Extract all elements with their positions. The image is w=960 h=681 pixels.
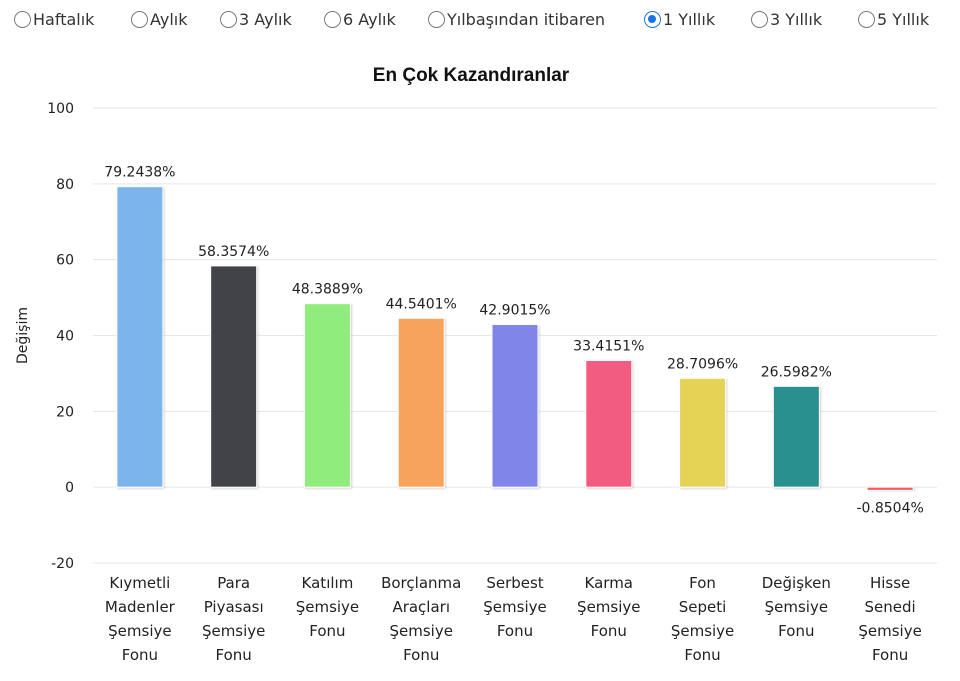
y-tick-label: 60 (56, 253, 74, 269)
x-category-label-line: Hisse (870, 574, 910, 592)
y-tick-label: -20 (51, 556, 74, 572)
period-option-3-years[interactable]: 3 Yıllık (751, 10, 822, 29)
x-category-label-line: Fonu (684, 646, 720, 664)
x-category-label-line: Madenler (105, 598, 176, 616)
period-option-label: 1 Yıllık (663, 10, 716, 29)
radio-circle-icon[interactable] (220, 11, 237, 28)
x-category-label-line: Şemsiye (389, 622, 452, 640)
x-category-label-line: Serbest (486, 574, 543, 592)
data-label: 42.9015% (479, 302, 550, 318)
x-category-label-line: Fonu (497, 622, 533, 640)
data-label: 28.7096% (667, 356, 738, 372)
x-category-label-line: Sepeti (679, 598, 727, 616)
y-axis-ticks: -20 0 20 40 60 80 100 (47, 101, 74, 572)
x-category-label: Serbest Şemsiye Fonu (483, 574, 546, 640)
x-category-label-line: Fonu (591, 622, 627, 640)
x-category-label-line: Araçları (392, 598, 450, 616)
x-category-label-line: Fonu (122, 646, 158, 664)
radio-circle-icon[interactable] (131, 11, 148, 28)
x-category-label: Hisse Senedi Şemsiye Fonu (858, 574, 921, 664)
x-category-label-line: Fonu (216, 646, 252, 664)
y-tick-label: 20 (56, 404, 74, 420)
period-option-weekly[interactable]: Haftalık (14, 10, 94, 29)
period-option-ytd[interactable]: Yılbaşından itibaren (428, 10, 605, 29)
x-category-label-line: Şemsiye (108, 622, 171, 640)
bar[interactable] (585, 359, 633, 488)
x-category-label: Fon Sepeti Şemsiye Fonu (671, 574, 734, 664)
chart-title: En Çok Kazandıranlar (373, 65, 570, 86)
x-category-label: Karma Şemsiye Fonu (577, 574, 640, 640)
x-category-label: Kıymetli Madenler Şemsiye Fonu (105, 574, 176, 664)
data-label: 58.3574% (198, 244, 269, 260)
x-category-label-line: Fonu (872, 646, 908, 664)
period-option-label: 3 Yıllık (770, 10, 823, 29)
radio-circle-icon[interactable] (644, 11, 661, 28)
x-category-label: Borçlanma Araçları Şemsiye Fonu (381, 574, 461, 664)
y-tick-label: 40 (56, 329, 74, 345)
data-label: 44.5401% (386, 296, 457, 312)
bar[interactable] (397, 317, 445, 488)
y-tick-label: 0 (65, 480, 74, 496)
period-option-label: 5 Yıllık (877, 10, 930, 29)
radio-circle-icon[interactable] (858, 11, 875, 28)
x-category-label-line: Para (217, 574, 250, 592)
bar[interactable] (866, 486, 914, 491)
data-label: 26.5982% (761, 364, 832, 380)
period-option-label: 6 Aylık (343, 10, 396, 29)
bar[interactable] (772, 385, 820, 488)
period-option-3-months[interactable]: 3 Aylık (220, 10, 292, 29)
bar[interactable] (210, 265, 258, 488)
data-label: 33.4151% (573, 338, 644, 354)
x-category-label-line: Şemsiye (296, 598, 359, 616)
x-category-label-line: Karma (585, 574, 633, 592)
bar[interactable] (679, 377, 727, 488)
x-category-label-line: Fonu (778, 622, 814, 640)
x-category-label-line: Fonu (403, 646, 439, 664)
period-option-1-year[interactable]: 1 Yıllık (644, 10, 715, 29)
x-category-label: Katılım Şemsiye Fonu (296, 574, 359, 640)
bar[interactable] (303, 303, 351, 488)
x-category-label-line: Değişken (762, 574, 831, 592)
period-option-label: 3 Aylık (239, 10, 292, 29)
y-tick-label: 80 (56, 177, 74, 193)
data-label: -0.8504% (856, 500, 923, 516)
period-option-6-months[interactable]: 6 Aylık (324, 10, 396, 29)
bar-chart: En Çok Kazandıranlar -20 0 20 40 60 80 100 Değ… (15, 65, 937, 664)
x-category-label-line: Şemsiye (671, 622, 734, 640)
period-option-5-years[interactable]: 5 Yıllık (858, 10, 929, 29)
x-category-label: Para Piyasası Şemsiye Fonu (202, 574, 265, 664)
x-category-label-line: Şemsiye (577, 598, 640, 616)
bar[interactable] (116, 186, 164, 488)
x-category-label-line: Şemsiye (483, 598, 546, 616)
period-option-label: Aylık (150, 10, 188, 29)
x-category-label-line: Kıymetli (109, 574, 170, 592)
radio-circle-icon[interactable] (14, 11, 31, 28)
x-axis-categories: Kıymetli Madenler Şemsiye Fonu Para Piyasası Ş… (105, 574, 922, 664)
radio-circle-icon[interactable] (324, 11, 341, 28)
data-labels: 79.2438% 58.3574% 48.3889% 44.5401% 42.9015%… (104, 165, 923, 517)
x-category-label-line: Fonu (309, 622, 345, 640)
y-tick-label: 100 (47, 101, 74, 117)
bar[interactable] (491, 323, 539, 488)
x-category-label-line: Piyasası (204, 598, 264, 616)
period-selector: Haftalık Aylık 3 Aylık 6 Aylık Yılbaşınd… (0, 0, 960, 44)
x-category-label-line: Fon (689, 574, 716, 592)
x-category-label-line: Şemsiye (765, 598, 828, 616)
x-category-label-line: Katılım (302, 574, 354, 592)
radio-circle-icon[interactable] (751, 11, 768, 28)
x-category-label-line: Senedi (865, 598, 916, 616)
x-category-label-line: Şemsiye (202, 622, 265, 640)
period-option-label: Yılbaşından itibaren (447, 10, 606, 29)
data-label: 79.2438% (104, 165, 175, 181)
period-option-monthly[interactable]: Aylık (131, 10, 187, 29)
x-category-label-line: Borçlanma (381, 574, 461, 592)
y-axis-title: Değişim (15, 307, 31, 364)
x-category-label: Değişken Şemsiye Fonu (762, 574, 831, 640)
data-label: 48.3889% (292, 282, 363, 298)
period-option-label: Haftalık (33, 10, 95, 29)
x-category-label-line: Şemsiye (858, 622, 921, 640)
bars (116, 186, 914, 491)
radio-circle-icon[interactable] (428, 11, 445, 28)
